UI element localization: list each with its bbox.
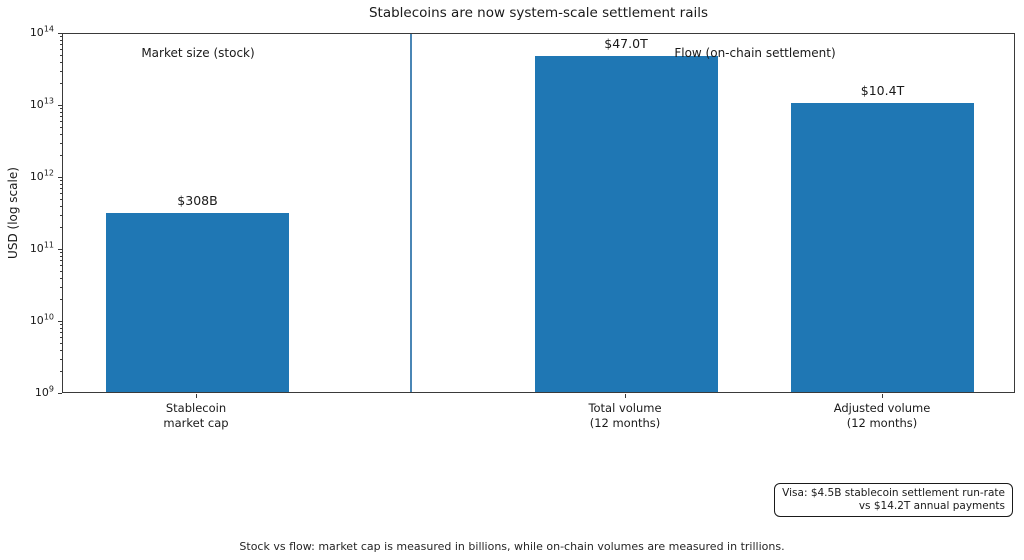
y-minor-tick [59,36,62,37]
y-minor-tick [59,62,62,63]
x-tick-label-line: (12 months) [846,416,918,430]
x-tick-mark [881,394,883,398]
y-minor-tick [59,199,62,200]
y-major-tick [57,321,62,322]
y-minor-tick [59,155,62,156]
y-minor-tick [59,260,62,261]
y-tick-label: 1011 [29,240,54,255]
visa-annotation-line1: Visa: $4.5B stablecoin settlement run-ra… [782,487,1005,499]
visa-annotation-box: Visa: $4.5B stablecoin settlement run-ra… [774,483,1013,517]
plot-area: $308B $47.0T $10.4T Market size (stock) Fl… [62,33,1015,393]
y-minor-tick [59,108,62,109]
y-minor-tick [59,71,62,72]
chart-title: Stablecoins are now system-scale settlem… [368,5,709,21]
y-major-tick [57,177,62,178]
x-tick-label-line: Stablecoin [165,401,227,415]
x-tick-mark [624,394,626,398]
y-minor-tick [59,188,62,189]
y-minor-tick [59,180,62,181]
y-minor-tick [59,143,62,144]
y-tick-label: 1014 [29,24,54,39]
y-minor-tick [59,44,62,45]
x-tick-label-adjusted-volume: Adjusted volume (12 months) [792,401,972,431]
bar-value-label-2: $10.4T [860,82,905,98]
y-minor-tick [59,299,62,300]
bar-value-label-0: $308B [177,192,218,208]
y-minor-tick [59,116,62,117]
y-tick-label: 1012 [29,168,54,183]
y-minor-tick [59,328,62,329]
y-minor-tick [59,112,62,113]
y-minor-tick [59,265,62,266]
annotation-flow-on-chain: Flow (on-chain settlement) [674,46,836,60]
y-minor-tick [59,271,62,272]
y-minor-tick [59,371,62,372]
x-tick-label-line: market cap [163,416,229,430]
y-minor-tick [59,252,62,253]
y-axis-label: USD (log scale) [6,167,20,259]
y-tick-label: 1010 [29,312,54,327]
y-minor-tick [59,206,62,207]
visa-annotation-line2: vs $14.2T annual payments [858,500,1005,512]
x-tick-label-total-volume: Total volume (12 months) [535,401,715,431]
x-tick-label-line: (12 months) [589,416,661,430]
y-minor-tick [59,193,62,194]
bar-value-label-1: $47.0T [604,35,648,51]
y-minor-tick [59,121,62,122]
chart-footnote: Stock vs flow: market cap is measured in… [239,540,785,553]
y-minor-tick [59,134,62,135]
x-tick-label-line: Adjusted volume [833,401,931,415]
y-minor-tick [59,215,62,216]
x-tick-label-line: Total volume [588,401,662,415]
y-minor-tick [59,287,62,288]
y-minor-tick [59,359,62,360]
y-minor-tick [59,40,62,41]
y-minor-tick [59,127,62,128]
bar-0 [106,212,289,392]
y-minor-tick [59,343,62,344]
y-minor-tick [59,337,62,338]
y-minor-tick [59,278,62,279]
bar-1 [534,55,718,392]
y-tick-label: 1013 [29,96,54,111]
bars-layer: $308B $47.0T $10.4T [63,34,1014,392]
y-minor-tick [59,227,62,228]
bar-2 [791,102,974,392]
y-minor-tick [59,350,62,351]
y-minor-tick [59,83,62,84]
y-major-tick [57,393,62,394]
y-major-tick [57,249,62,250]
y-minor-tick [59,49,62,50]
x-tick-label-stablecoin-market-cap: Stablecoin market cap [106,401,286,431]
annotation-market-size-stock: Market size (stock) [141,46,255,60]
stock-flow-divider-line [410,34,412,392]
x-tick-mark [195,394,197,398]
y-minor-tick [59,332,62,333]
y-major-tick [57,33,62,34]
y-minor-tick [59,256,62,257]
y-minor-tick [59,184,62,185]
y-minor-tick [59,324,62,325]
y-minor-tick [59,55,62,56]
y-tick-label: 109 [34,384,54,399]
y-major-tick [57,105,62,106]
